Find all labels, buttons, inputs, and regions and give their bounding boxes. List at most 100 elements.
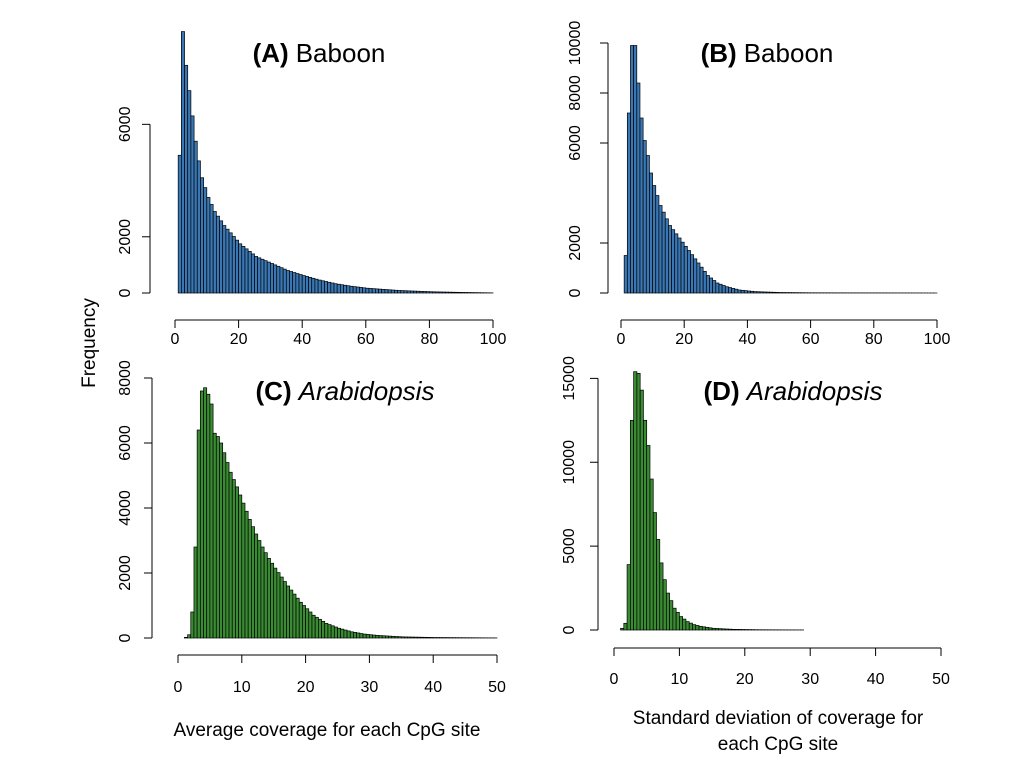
- y-axis: 0 2000 6000: [117, 106, 151, 297]
- histogram-bar: [426, 637, 431, 639]
- histogram-bar: [244, 510, 249, 639]
- histogram-bar: [646, 445, 651, 631]
- histogram-bar: [674, 233, 679, 294]
- histogram-bar: [372, 634, 377, 639]
- histogram-bar: [423, 636, 428, 639]
- histogram-bar: [669, 600, 674, 631]
- histogram-bar: [636, 373, 641, 631]
- histogram-bar: [737, 629, 742, 631]
- y-tick-label: 0: [117, 633, 134, 642]
- histogram-bar: [311, 277, 316, 294]
- histogram-bar: [330, 625, 335, 639]
- histogram-bar: [327, 281, 332, 294]
- y-tick-label: 2000: [117, 555, 134, 591]
- histogram-bar: [228, 471, 233, 639]
- histogram-bar: [693, 258, 698, 294]
- histogram-bar: [675, 612, 680, 631]
- histogram-bar: [346, 285, 351, 294]
- histogram-bar: [260, 546, 265, 639]
- histogram-bar: [282, 268, 287, 294]
- histogram-bar: [369, 634, 373, 639]
- histogram-bar: [215, 436, 220, 639]
- x-axis: 0 10 20 30 40 50: [610, 647, 950, 688]
- histogram-bar: [286, 585, 290, 639]
- histogram-bar: [314, 616, 319, 639]
- histogram-bar: [349, 285, 354, 294]
- histogram-bar: [190, 611, 195, 639]
- x-axis: 0 20 40 60 80 100: [171, 319, 507, 348]
- histogram-bar: [451, 291, 456, 294]
- histogram-bar: [680, 241, 685, 294]
- histogram-bar: [639, 389, 644, 631]
- histogram-bar: [623, 255, 628, 294]
- x-tick-label: 50: [488, 679, 506, 696]
- histogram-bar: [285, 270, 290, 294]
- histogram-bar: [655, 195, 660, 294]
- histogram-bar: [212, 211, 217, 294]
- x-tick-label: 100: [480, 331, 507, 348]
- y-tick-label: 2000: [117, 219, 134, 255]
- histogram-bar: [352, 286, 357, 294]
- histogram-bar: [385, 635, 389, 639]
- panel-d: 0 10 20 30 40 50 0 5000 10000 15000 (D) Arabidopsis: [561, 356, 950, 688]
- x-tick-label: 60: [802, 331, 820, 348]
- histogram-bar: [668, 225, 672, 294]
- histogram-bar: [705, 275, 710, 294]
- histogram-bar: [721, 628, 726, 631]
- histogram-bar: [203, 387, 208, 639]
- histogram-bar: [709, 277, 713, 294]
- histogram-bar: [375, 635, 380, 639]
- histogram-bar: [206, 197, 211, 294]
- histogram-bar: [244, 248, 249, 294]
- histogram-bar: [177, 154, 182, 294]
- histogram-bar: [397, 636, 402, 639]
- histogram-bar: [623, 622, 628, 631]
- histogram-bar: [626, 564, 631, 631]
- histogram-bar: [441, 291, 446, 294]
- histogram-bar: [620, 627, 625, 631]
- histogram-bar: [685, 621, 690, 631]
- histogram-bar: [718, 283, 723, 294]
- histogram-bar: [311, 614, 316, 639]
- histogram-bar: [444, 291, 449, 294]
- x-tick-label: 0: [174, 679, 183, 696]
- histogram-bar: [196, 429, 201, 639]
- histogram-bar: [324, 281, 328, 294]
- histogram-bar: [279, 267, 284, 294]
- histogram-bar: [378, 635, 383, 639]
- histogram-bar: [273, 567, 278, 639]
- histogram-bar: [190, 115, 195, 294]
- histogram-bar: [724, 286, 729, 294]
- histogram-bar: [649, 172, 653, 294]
- histogram-bar: [649, 478, 654, 631]
- histogram-bar: [374, 288, 379, 294]
- histogram-bar: [728, 628, 733, 631]
- histogram-bar: [333, 283, 338, 294]
- histogram-bar: [181, 31, 185, 294]
- histogram-bar: [435, 291, 440, 294]
- histogram-bar: [419, 291, 424, 294]
- histogram-bar: [362, 633, 367, 639]
- histogram-bar: [397, 290, 402, 294]
- histogram-bar: [336, 283, 341, 294]
- x-tick-label: 80: [421, 331, 439, 348]
- histogram-bar: [247, 251, 252, 294]
- histogram-bar: [333, 626, 338, 639]
- panel-c: 0 10 20 30 40 50 0 2000 4000 6000 8000 (C) Arabidops…: [117, 360, 506, 696]
- histogram-bar: [305, 608, 310, 639]
- histogram-bar: [295, 597, 300, 639]
- x-tick-label: 20: [297, 679, 315, 696]
- x-tick-label: 30: [801, 671, 819, 688]
- panel-title-label: (D): [704, 376, 740, 406]
- histogram-bar: [728, 287, 732, 294]
- histogram-bar: [390, 289, 395, 294]
- histogram-bar: [343, 629, 348, 639]
- histogram-bar: [429, 637, 434, 639]
- histogram-bar: [314, 278, 319, 294]
- histogram-bar: [196, 160, 201, 294]
- y-tick-label: 0: [567, 288, 584, 297]
- panel-title-species: Baboon: [296, 38, 386, 68]
- histogram-bar: [215, 215, 220, 294]
- histogram-bar: [184, 636, 188, 639]
- histogram-bar: [235, 486, 239, 639]
